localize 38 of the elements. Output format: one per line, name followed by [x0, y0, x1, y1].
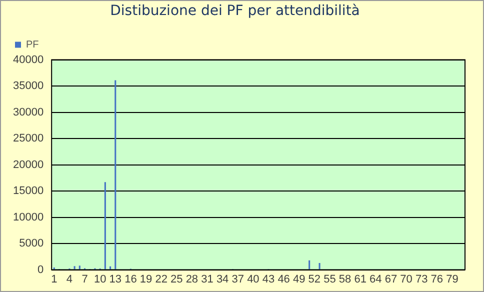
y-tick-label: 25000	[12, 132, 44, 145]
x-tick-label: 31	[201, 273, 214, 286]
x-tick-label: 67	[384, 273, 398, 286]
y-tick-label: 35000	[12, 80, 44, 92]
x-tick-label: 70	[400, 273, 412, 286]
x-tick-label: 16	[124, 273, 137, 286]
x-tick-label: 25	[170, 273, 183, 286]
x-tick-label: 7	[82, 273, 88, 286]
x-tick-label: 64	[370, 273, 382, 286]
x-tick-label: 10	[94, 273, 106, 286]
x-tick-label: 79	[446, 273, 458, 286]
x-tick-label: 76	[430, 273, 444, 286]
y-tick-label: 10000	[12, 211, 44, 224]
y-tick-label: 5000	[19, 238, 44, 250]
x-tick-label: 61	[354, 273, 366, 286]
x-tick-label: 73	[415, 273, 428, 286]
x-tick-label: 19	[140, 273, 152, 286]
y-tick-label: 40000	[12, 54, 44, 66]
x-tick-label: 52	[308, 273, 321, 286]
x-tick-label: 49	[293, 273, 306, 286]
x-tick-label: 40	[247, 273, 260, 286]
x-tick-label: 22	[155, 273, 168, 286]
x-tick-label: 43	[262, 273, 275, 286]
x-tick-label: 28	[186, 273, 198, 286]
x-tick-label: 1	[51, 273, 58, 286]
x-tick-label: 55	[324, 273, 336, 286]
y-tick-label: 30000	[12, 106, 44, 118]
y-tick-label: 0	[37, 264, 44, 276]
y-tick-label: 20000	[12, 158, 44, 171]
x-tick-label: 13	[109, 273, 122, 286]
legend-label: PF	[26, 40, 39, 51]
y-tick-label: 15000	[12, 185, 44, 198]
chart-title: Distibuzione dei PF per attendibilità	[110, 3, 360, 20]
x-tick-label: 4	[66, 273, 73, 286]
x-tick-label: 37	[232, 273, 244, 286]
x-tick-label: 34	[216, 273, 229, 286]
x-tick-label: 46	[278, 273, 290, 286]
x-tick-label: 58	[338, 273, 352, 286]
